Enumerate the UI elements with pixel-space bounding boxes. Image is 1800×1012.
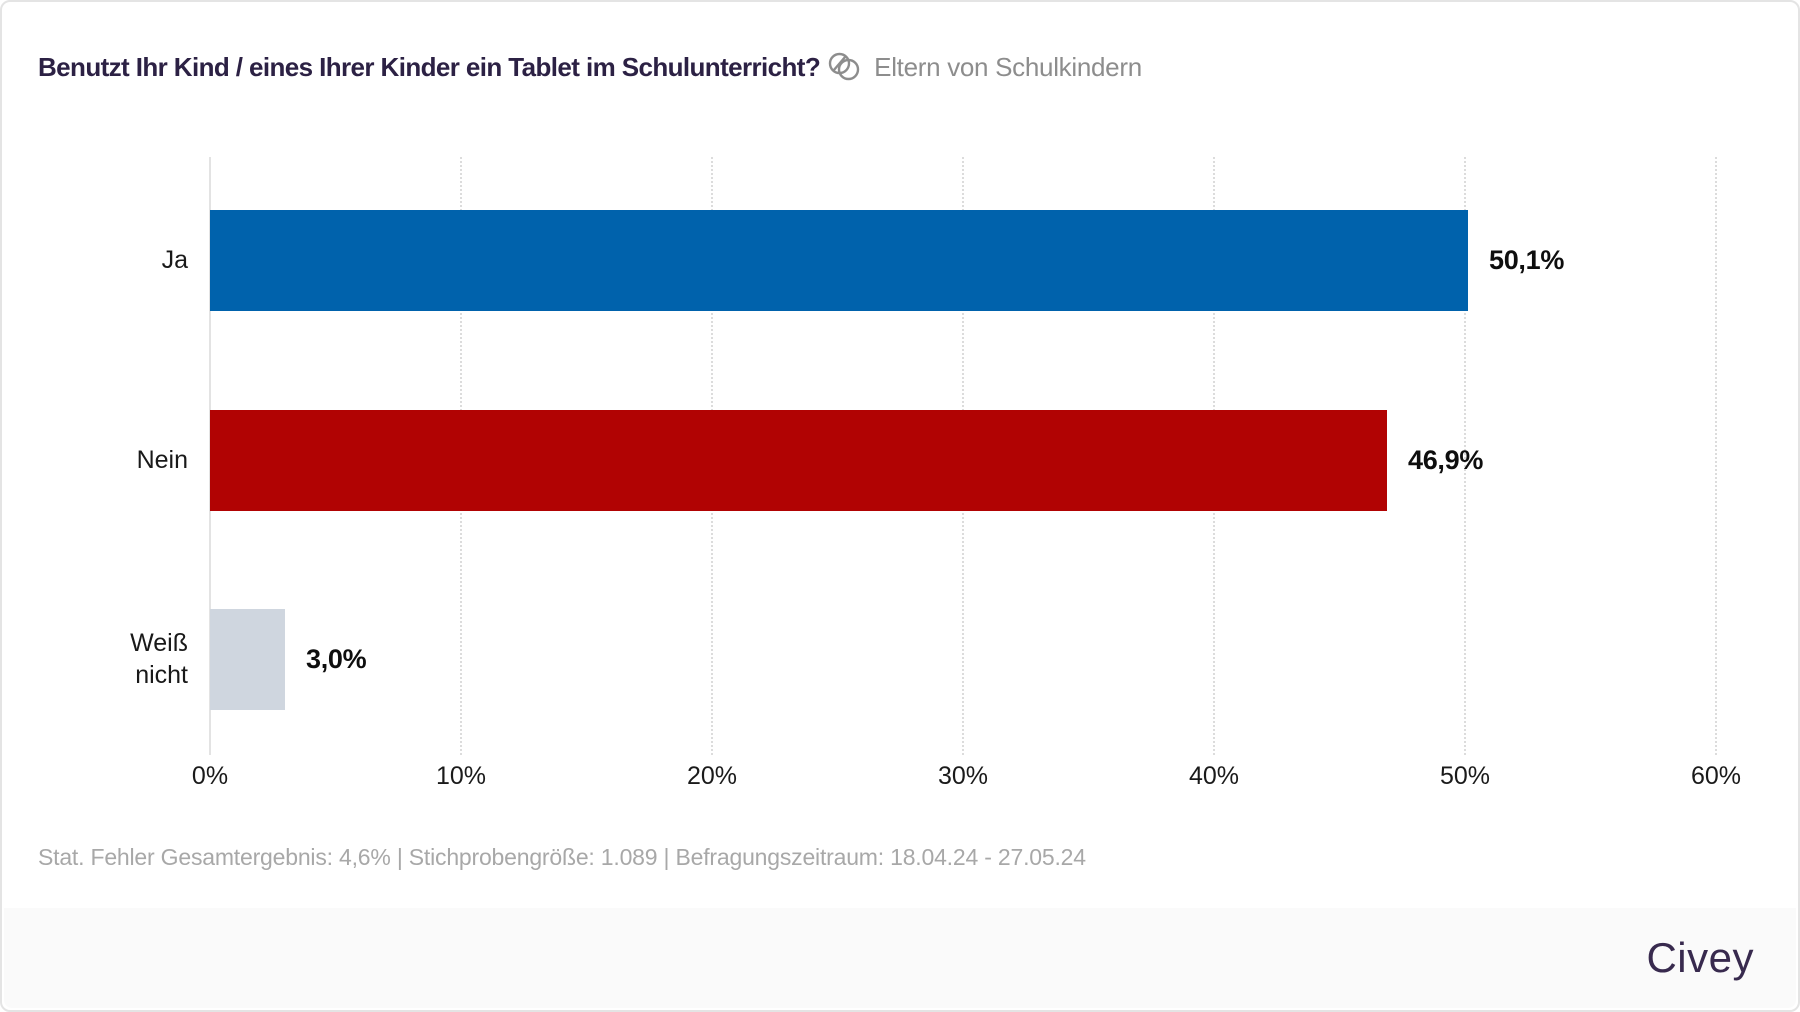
value-label-ja: 50,1% (1489, 245, 1565, 275)
bar-wei-nicht (210, 609, 285, 710)
value-label-nein: 46,9% (1408, 445, 1484, 475)
overlapping-circles-icon (826, 50, 862, 87)
x-tick-label: 0% (191, 762, 229, 790)
bottom-bar: Civey (4, 908, 1796, 1008)
x-tick-label: 40% (1188, 762, 1240, 790)
gridline (1715, 157, 1717, 755)
footer-stats-note: Stat. Fehler Gesamtergebnis: 4,6% | Stic… (38, 844, 1086, 870)
category-label-nein: Nein (136, 445, 188, 474)
bar-ja (210, 210, 1468, 311)
audience-label: Eltern von Schulkindern (874, 52, 1142, 82)
x-tick-label: 50% (1439, 762, 1491, 790)
x-tick-label: 10% (435, 762, 487, 790)
bar-nein (210, 410, 1387, 511)
x-tick-label: 30% (937, 762, 989, 790)
x-tick-label: 60% (1690, 762, 1742, 790)
civey-logo: Civey (1646, 934, 1754, 981)
category-label-ja: Ja (161, 245, 188, 274)
category-label-wei-nicht: Weiß nicht (130, 629, 188, 689)
x-tick-label: 20% (686, 762, 738, 790)
question-title: Benutzt Ihr Kind / eines Ihrer Kinder ei… (38, 52, 821, 82)
value-label-wei-nicht: 3,0% (306, 644, 367, 674)
chart-header: Benutzt Ihr Kind / eines Ihrer Kinder ei… (38, 48, 1142, 87)
gridline (1464, 157, 1466, 755)
